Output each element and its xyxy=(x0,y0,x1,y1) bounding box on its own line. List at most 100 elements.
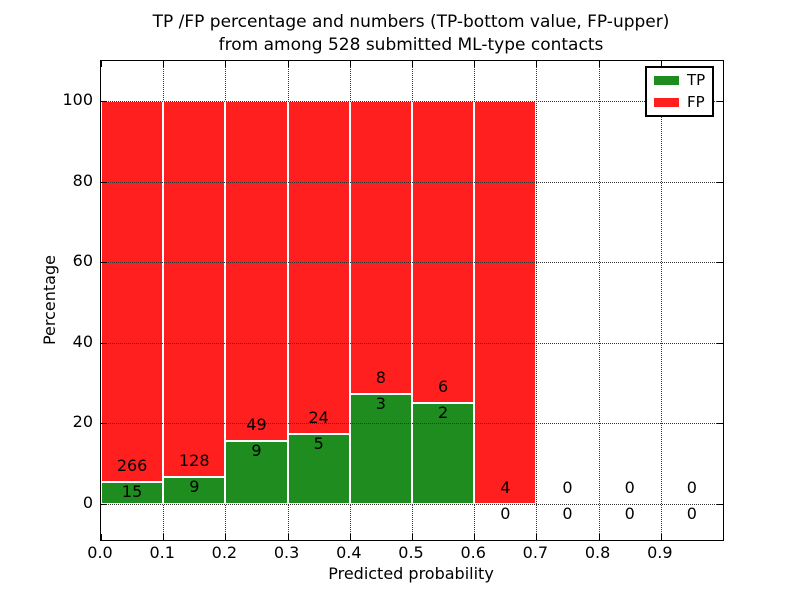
legend-label-tp: TP xyxy=(687,71,706,89)
gridline-vertical xyxy=(660,61,662,540)
x-tick-label: 0.3 xyxy=(273,543,300,562)
tick-mark xyxy=(474,534,476,540)
x-tick-label: 0.6 xyxy=(460,543,486,562)
x-tick-label: 0.4 xyxy=(336,543,362,562)
legend-swatch-tp xyxy=(654,76,679,85)
fp-count-label: 128 xyxy=(179,451,210,471)
tick-mark xyxy=(717,423,723,425)
tick-mark xyxy=(163,61,165,67)
bar-segment-fp xyxy=(412,101,475,404)
legend: TP FP xyxy=(645,66,715,117)
tp-count-label: 9 xyxy=(251,441,262,461)
x-tick-label: 0.5 xyxy=(398,543,424,562)
tp-count-label: 5 xyxy=(313,434,324,454)
tp-count-label: 0 xyxy=(500,503,511,523)
fp-count-label: 0 xyxy=(562,477,573,497)
fp-count-label: 0 xyxy=(686,477,697,497)
y-tick-label: 20 xyxy=(72,412,93,432)
gridline-vertical xyxy=(598,61,600,540)
tick-mark xyxy=(287,534,289,540)
tick-mark xyxy=(101,342,107,344)
x-tick-label: 0.1 xyxy=(149,543,175,562)
legend-item-fp: FP xyxy=(654,95,705,110)
tick-mark xyxy=(536,534,538,540)
tick-mark xyxy=(101,61,102,67)
tick-mark xyxy=(101,101,107,103)
tick-mark xyxy=(101,262,107,264)
y-tick-label: 100 xyxy=(62,90,93,110)
tp-count-label: 0 xyxy=(624,503,635,523)
tick-mark xyxy=(598,61,600,67)
bar-segment-tp xyxy=(163,477,226,504)
fp-count-label: 8 xyxy=(375,367,386,387)
tick-mark xyxy=(598,534,600,540)
tick-mark xyxy=(717,101,723,103)
fp-count-label: 266 xyxy=(116,456,148,476)
tick-mark xyxy=(287,61,289,67)
gridline-horizontal xyxy=(101,262,723,264)
gridline-horizontal xyxy=(101,101,723,103)
chart-title-line2: from among 528 submitted ML-type contact… xyxy=(218,35,604,55)
gridline-horizontal xyxy=(101,503,723,505)
tick-mark xyxy=(101,181,107,183)
fp-count-label: 4 xyxy=(500,477,511,497)
tick-mark xyxy=(717,342,723,344)
tick-mark xyxy=(101,534,102,540)
bar-segment-tp xyxy=(225,441,288,504)
legend-item-tp: TP xyxy=(654,73,705,88)
y-axis-label: Percentage xyxy=(40,255,59,346)
tick-mark xyxy=(349,61,351,67)
y-tick-label: 80 xyxy=(72,170,93,190)
tp-count-label: 15 xyxy=(121,482,143,502)
bar-segment-tp xyxy=(412,403,475,504)
legend-swatch-fp xyxy=(654,98,679,107)
x-tick-label: 0.8 xyxy=(584,543,611,562)
tick-mark xyxy=(412,61,413,67)
tick-mark xyxy=(101,503,107,505)
tick-mark xyxy=(474,61,476,67)
bar-segment-tp xyxy=(287,434,350,504)
y-tick-label: 60 xyxy=(72,251,93,271)
bar-segment-fp xyxy=(287,101,350,435)
tick-mark xyxy=(717,181,723,183)
x-tick-label: 0.9 xyxy=(647,543,673,562)
x-tick-label: 0.0 xyxy=(87,543,113,562)
gridline-vertical xyxy=(536,61,538,540)
bar-segment-fp xyxy=(474,101,537,504)
tick-mark xyxy=(163,534,165,540)
gridline-horizontal xyxy=(101,342,723,344)
plot-area: 266 15 128 9 49 9 24 5 8 3 6 2 4 0 0 0 0 0 0 0 xyxy=(100,60,724,541)
fp-count-label: 6 xyxy=(438,377,449,396)
tp-count-label: 2 xyxy=(438,403,449,423)
gridline-horizontal xyxy=(101,423,723,425)
y-tick-label: 40 xyxy=(72,331,93,351)
tp-count-label: 0 xyxy=(562,503,573,523)
tick-mark xyxy=(101,423,107,425)
fp-count-label: 49 xyxy=(246,415,267,435)
tick-mark xyxy=(225,534,227,540)
tp-count-label: 9 xyxy=(189,477,200,497)
x-tick-label: 0.7 xyxy=(522,543,549,562)
bar-segment-fp xyxy=(101,101,164,483)
bar-segment-tp xyxy=(101,482,164,504)
tp-count-label: 0 xyxy=(686,503,697,523)
y-tick-label: 0 xyxy=(82,492,93,512)
fp-count-label: 24 xyxy=(308,408,329,428)
bar-segment-tp xyxy=(349,394,412,504)
gridline-horizontal xyxy=(101,181,723,183)
tp-count-label: 3 xyxy=(375,394,386,414)
tick-mark xyxy=(717,503,723,505)
legend-label-fp: FP xyxy=(687,93,705,111)
x-tick-label: 0.2 xyxy=(211,543,238,562)
tick-mark xyxy=(412,534,413,540)
tick-mark xyxy=(536,61,538,67)
tick-mark xyxy=(225,61,227,67)
bar-segment-fp xyxy=(163,101,226,478)
tick-mark xyxy=(660,61,662,67)
bar-segment-fp xyxy=(349,101,412,394)
fp-count-label: 0 xyxy=(624,477,635,497)
bar-segment-fp xyxy=(225,101,288,442)
x-axis-label: Predicted probability xyxy=(328,564,494,583)
tick-mark xyxy=(660,534,662,540)
